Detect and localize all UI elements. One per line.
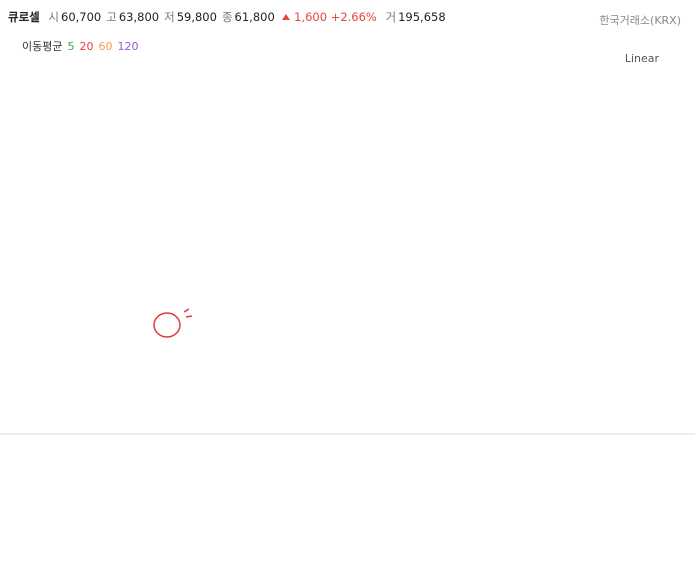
change-value: 1,600 xyxy=(294,10,328,24)
quote-label: 저 xyxy=(164,10,175,24)
quote-value: 63,800 xyxy=(118,10,160,24)
quote-label: 시 xyxy=(48,10,59,24)
exchange: 한국거래소(KRX) xyxy=(599,14,681,27)
highlight-marks xyxy=(183,308,193,318)
change-pct: +2.66% xyxy=(330,10,377,24)
quote-label: 고 xyxy=(106,10,117,24)
quote-value: 59,800 xyxy=(176,10,217,24)
ma-legend-entry: 20 xyxy=(79,40,94,53)
ma-title: 이동평균 xyxy=(22,40,63,53)
ma-legend-entry: 60 xyxy=(98,40,113,53)
volume-value: 195,658 xyxy=(398,10,446,24)
quote-label: 종 xyxy=(221,10,233,24)
header: 큐로셀 시60,700 고63,800 저59,800 종61,800 21,6002… xyxy=(8,9,695,556)
stock-name: 큐로셀 xyxy=(8,10,40,24)
volume-label: 거 xyxy=(385,10,397,24)
ma-legend: 이동평균 5 20 60 120 xyxy=(22,38,138,54)
quotes: 시 60,700 고 63,800 저 59,800 종 61,800 xyxy=(43,10,274,24)
highlight-circle xyxy=(153,312,181,338)
ma-legend-entry: 120 xyxy=(117,40,139,53)
ma-legend-entry: 5 xyxy=(67,40,75,53)
quote-value: 61,800 xyxy=(234,10,275,24)
scale-mode[interactable]: Linear xyxy=(624,52,659,65)
up-arrow: 21,60027,00032,40037,80043,20048,60054,0… xyxy=(282,14,695,556)
change: 21,60027,00032,40037,80043,20048,60054,0… xyxy=(282,10,695,556)
quote-value: 60,700 xyxy=(61,10,102,24)
